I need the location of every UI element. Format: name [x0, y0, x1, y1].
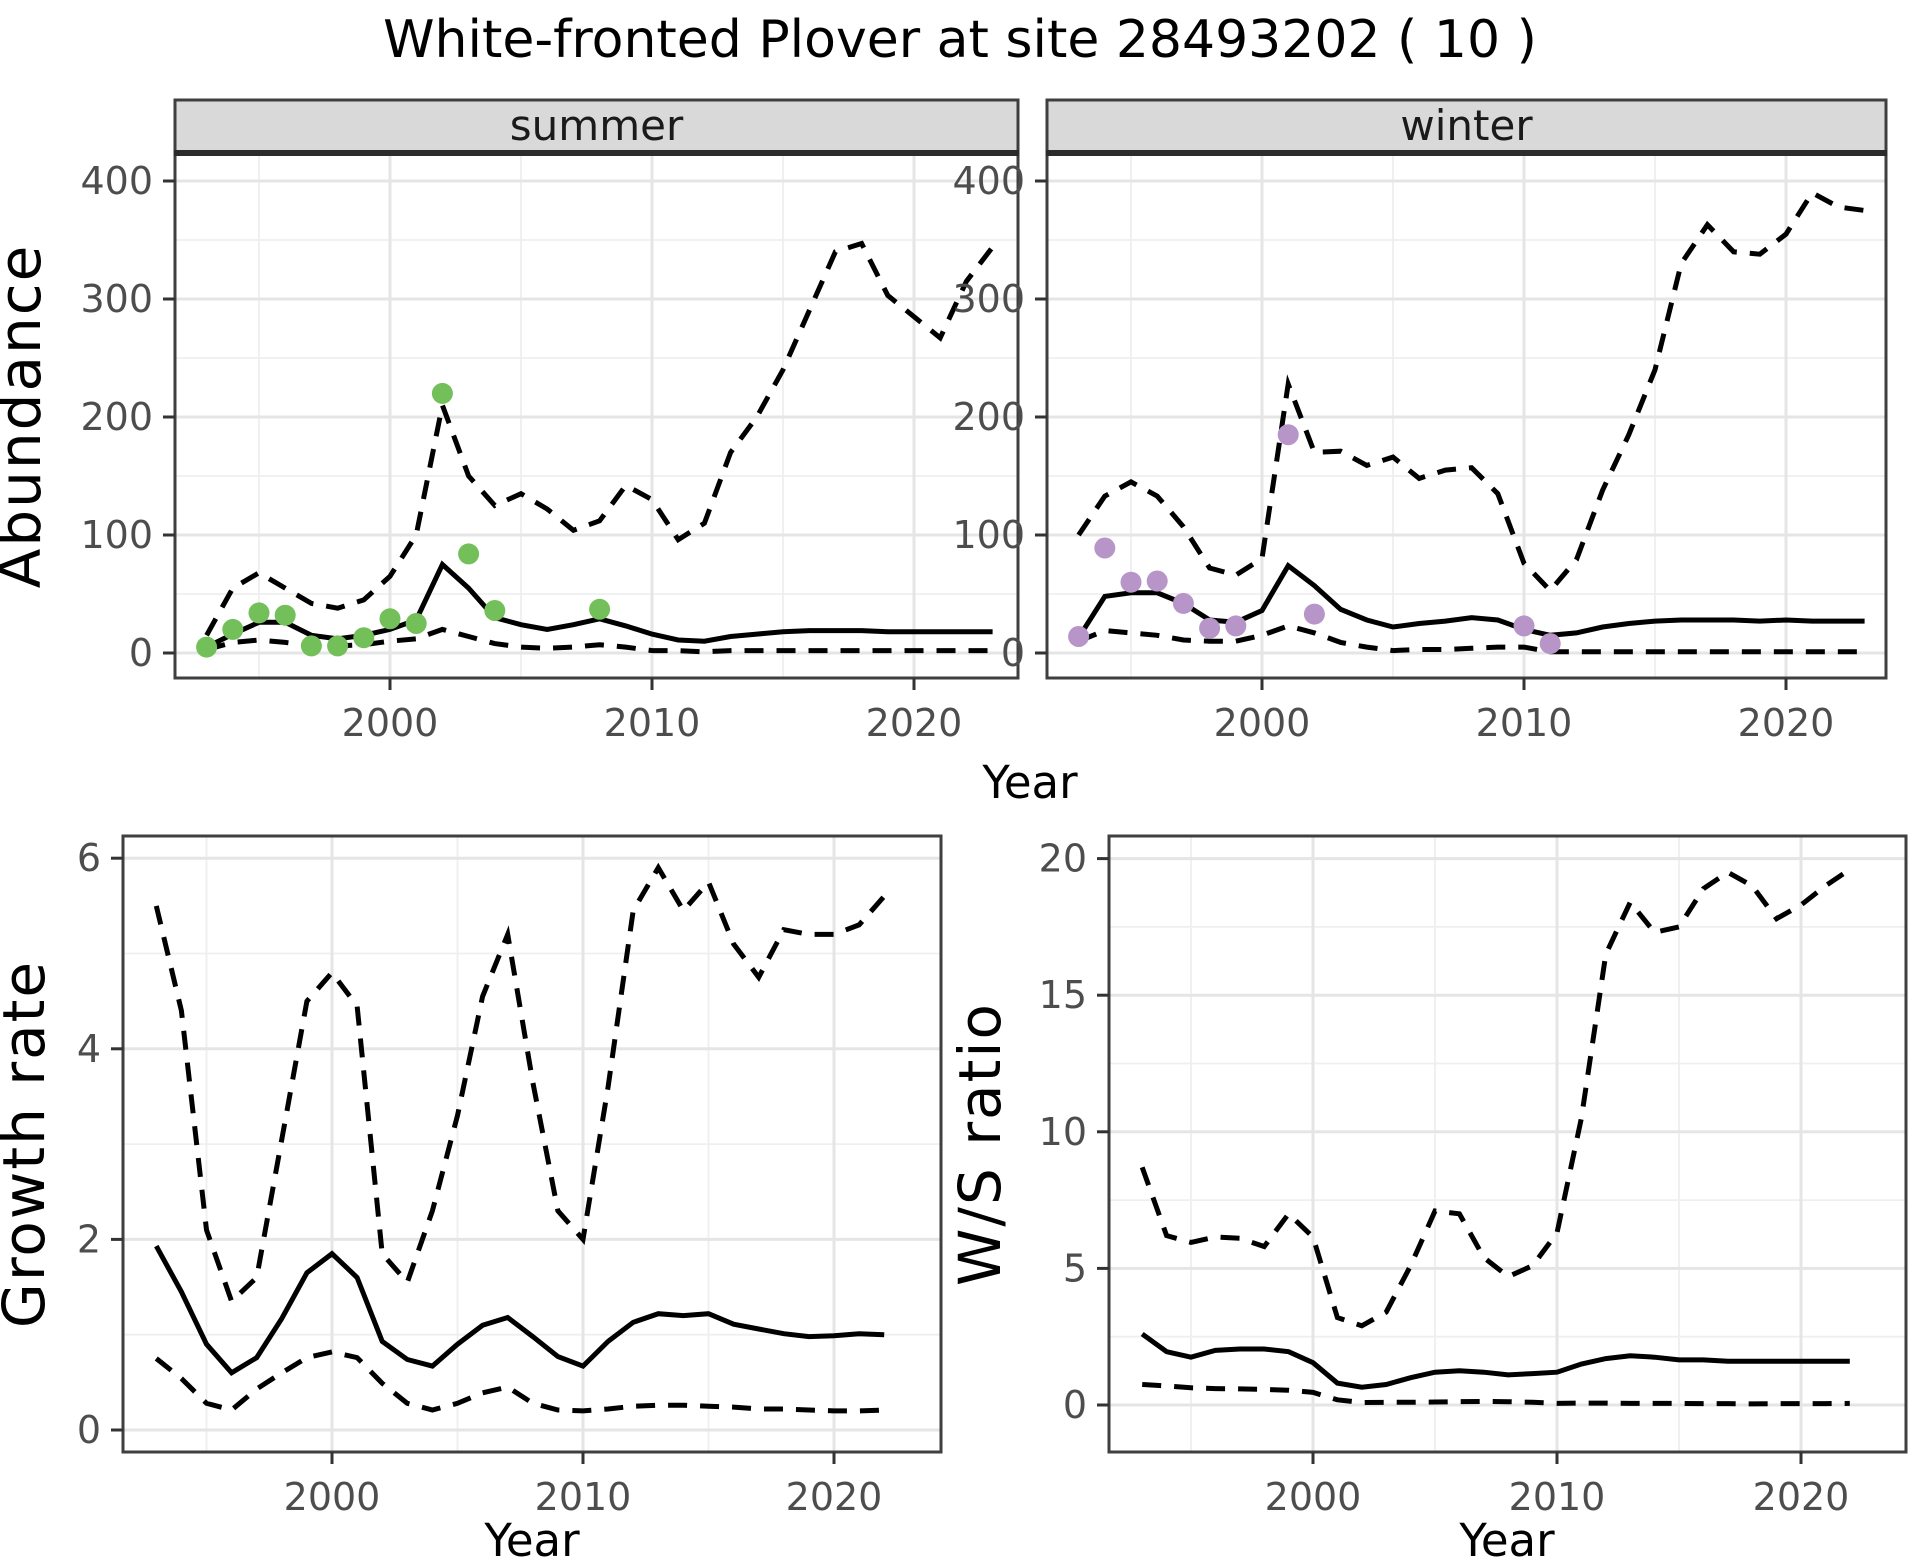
- median-line: [1076, 561, 1865, 640]
- ci-line: [1139, 867, 1852, 1329]
- y-axis-title: Growth rate: [0, 960, 58, 1328]
- observed-point: [1172, 592, 1194, 614]
- y-tick-label: 2: [77, 1217, 101, 1261]
- y-axis-title: W/S ratio: [946, 1002, 1014, 1286]
- observed-point: [1146, 570, 1168, 592]
- observed-point: [1513, 615, 1535, 637]
- x-axis-title: Year: [1458, 1514, 1555, 1560]
- observed-points: [196, 382, 611, 658]
- observed-point: [1120, 571, 1142, 593]
- panel-growth-rate: 2000 2010 2020 0 2 4 6 Growth rate Year: [0, 834, 943, 1560]
- panel-abundance-summer: summer 2000 2010 2020 0 100 200 300 400 Abundance: [0, 98, 1020, 745]
- observed-point: [484, 600, 506, 621]
- y-tick-label: 300: [80, 277, 153, 321]
- y-tick-label: 15: [1039, 973, 1087, 1017]
- x-tick-label: 2020: [786, 1475, 883, 1519]
- observed-point: [589, 598, 611, 620]
- ci-line: [204, 240, 995, 637]
- y-tick-label: 0: [1001, 631, 1025, 675]
- x-tick-label: 2020: [1738, 701, 1835, 745]
- observed-point: [458, 543, 480, 565]
- y-tick-label: 0: [77, 1408, 101, 1452]
- panel-border: [1107, 834, 1908, 1454]
- y-tick-label: 0: [129, 631, 153, 675]
- y-tick-label: 400: [80, 159, 153, 203]
- y-tick-label: 6: [77, 836, 101, 880]
- x-tick-label: 2010: [1476, 701, 1573, 745]
- observed-point: [222, 618, 244, 640]
- chart-title: White-fronted Plover at site 28493202 ( …: [383, 10, 1537, 70]
- panel-grid: [1047, 153, 1886, 678]
- x-tick-label: 2010: [535, 1475, 632, 1519]
- x-tick-label: 2000: [1214, 701, 1311, 745]
- observed-point: [327, 635, 349, 657]
- median-line: [154, 1244, 885, 1377]
- x-axis-title: Year: [483, 1514, 580, 1560]
- observed-point: [431, 382, 453, 404]
- observed-point: [379, 608, 401, 630]
- ci-line: [1142, 1382, 1850, 1407]
- observed-point: [248, 602, 270, 624]
- observed-point: [1068, 626, 1090, 647]
- observed-point: [1303, 603, 1325, 625]
- observed-point: [353, 627, 375, 649]
- observed-point: [1094, 537, 1116, 559]
- observed-point: [1199, 617, 1221, 639]
- y-tick-label: 10: [1039, 1110, 1087, 1154]
- y-tick-label: 4: [77, 1027, 101, 1071]
- x-tick-label: 2000: [342, 701, 439, 745]
- x-tick-label: 2010: [1509, 1475, 1606, 1519]
- panel-grid: [123, 836, 941, 1452]
- y-tick-label: 200: [952, 395, 1025, 439]
- facet-strip-label: winter: [1400, 101, 1533, 150]
- panel-grid: [1109, 836, 1906, 1452]
- panel-ws-ratio: 2000 2010 2020 0 5 10 15 20 W/S ratio Year: [946, 834, 1908, 1560]
- panel-border: [121, 834, 943, 1454]
- x-axis-title: Year: [981, 756, 1078, 809]
- panel-abundance-winter: winter 2000 2010 2020 0 100 200 300 400 Year: [952, 98, 1888, 809]
- y-tick-label: 0: [1063, 1383, 1087, 1427]
- facet-strip-label: summer: [510, 101, 684, 150]
- ci-line: [1077, 623, 1865, 655]
- observed-point: [274, 604, 296, 626]
- y-tick-label: 400: [952, 159, 1025, 203]
- y-tick-label: 200: [80, 395, 153, 439]
- x-tick-label: 2020: [866, 701, 963, 745]
- x-tick-label: 2000: [284, 1475, 381, 1519]
- observed-point: [405, 613, 427, 634]
- ci-line: [154, 1349, 885, 1414]
- observed-point: [1539, 633, 1561, 655]
- x-tick-label: 2010: [604, 701, 701, 745]
- y-tick-label: 100: [952, 513, 1025, 557]
- y-tick-label: 5: [1063, 1246, 1087, 1290]
- y-tick-label: 300: [952, 277, 1025, 321]
- ci-line: [153, 862, 887, 1306]
- y-tick-label: 20: [1039, 837, 1087, 881]
- observed-point: [300, 635, 322, 657]
- ci-line: [1076, 189, 1865, 595]
- x-tick-label: 2020: [1753, 1475, 1850, 1519]
- y-tick-label: 100: [80, 513, 153, 557]
- observed-points: [1068, 424, 1561, 655]
- x-tick-label: 2000: [1265, 1475, 1362, 1519]
- median-line: [1140, 1331, 1850, 1390]
- observed-point: [1277, 424, 1299, 446]
- y-axis-title: Abundance: [0, 244, 54, 589]
- observed-point: [196, 636, 218, 658]
- observed-point: [1225, 615, 1247, 637]
